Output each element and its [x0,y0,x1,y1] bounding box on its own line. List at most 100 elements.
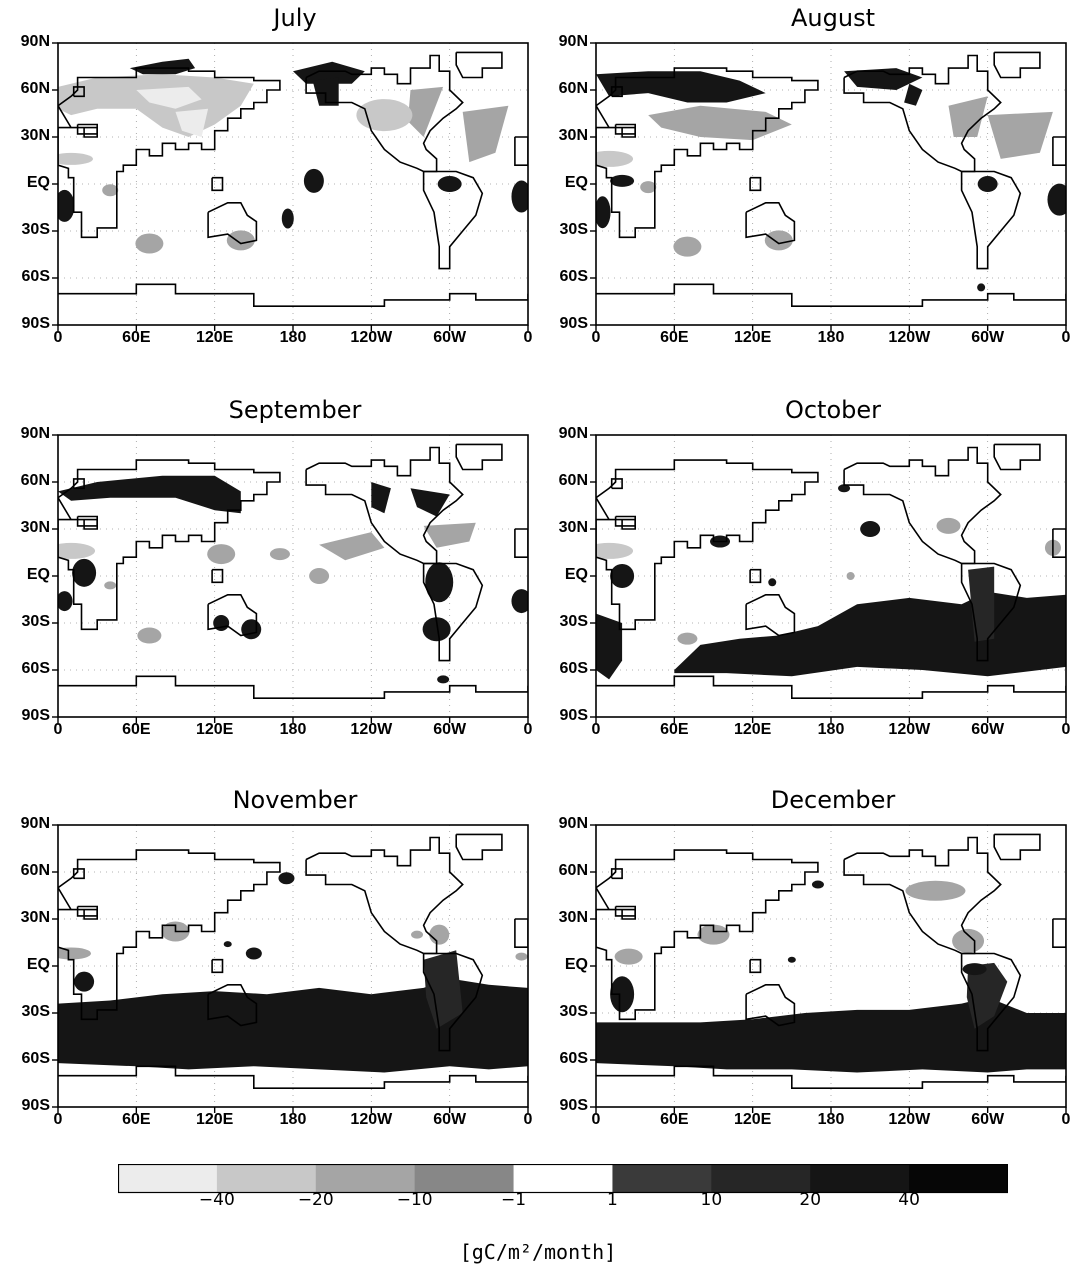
flux-patch [977,176,998,192]
flux-patch [1047,183,1066,216]
flux-patch [245,947,262,960]
flux-patch [58,947,92,960]
coastline [305,446,464,565]
x-tick-label: 60W [971,329,1005,346]
coastline [749,568,762,584]
coastline [422,562,484,662]
flux-patch [846,572,855,580]
flux-patch [102,184,119,197]
colorbar-units-label: [gC/m²/month] [459,1240,617,1264]
coastline [596,459,819,631]
y-tick-label: 60N [558,80,588,97]
coastlines [58,443,528,700]
coastline [76,515,99,527]
y-tick-label: 30S [21,221,50,238]
y-tick-label: 60S [21,268,50,285]
colorbar-swatch [414,1164,515,1193]
flux-patch [356,99,413,132]
flux-patch [269,548,290,561]
flux-region [904,83,923,106]
y-tick-label: 60N [20,472,50,489]
flux-patch [281,208,294,229]
y-tick-label: 90N [558,815,588,832]
x-tick-label: 60W [433,329,467,346]
y-tick-label: 60S [559,660,588,677]
coastline [58,283,528,308]
flux-patch [768,578,777,587]
colorbar-tick-label: −40 [198,1190,235,1210]
x-tick-label: 180 [817,329,845,346]
axis-ticks [52,434,529,723]
flux-region [423,522,476,548]
flux-patch [962,963,987,976]
flux-patch [223,941,232,948]
y-tick-label: 30S [559,221,588,238]
coastline [422,170,484,270]
coastlines [596,443,1066,700]
axis-ticks [590,434,1067,723]
coastline [960,952,1022,1052]
y-tick-label: 30S [21,1003,50,1020]
coastline [596,849,819,1021]
x-tick-label: 60E [122,1111,151,1128]
map-panel-august: August 90N 60N 30N EQ 30S 60S 90S 0 60E 120E 180 12… [538,0,1073,390]
flux-region [312,77,339,106]
y-tick-label: 90N [20,33,50,50]
coastline [596,67,819,239]
flux-region [175,108,209,137]
x-tick-label: 0 [1061,1111,1071,1128]
colorbar-swatch [315,1164,416,1193]
y-tick-label: 90S [21,315,50,332]
x-tick-label: 0 [591,1111,601,1128]
flux-patch [515,952,528,961]
map-panel-october: October 90N 60N 30N EQ 30S 60S 90S 0 60E 120E 180 1… [538,392,1073,782]
y-tick-label: 90S [559,315,588,332]
x-tick-label: 120E [733,329,772,346]
x-tick-label: 120W [350,721,393,738]
colorbar-swatch [612,1164,712,1193]
y-tick-label: 90S [559,1097,588,1114]
y-tick-label: 90N [20,425,50,442]
coastline [514,136,528,166]
flux-patch [952,928,985,953]
coastline [211,176,224,192]
coastline [1052,918,1066,948]
colorbar-swatch [216,1164,317,1193]
x-tick-label: 180 [817,1111,845,1128]
coastline [211,568,224,584]
y-tick-label: 60N [20,80,50,97]
map-panel-december: December 90N 60N 30N EQ 30S 60S 90S 0 60E 120E 180… [538,782,1073,1172]
flux-patch [610,174,635,187]
x-tick-label: 120E [195,721,234,738]
map-plot [52,42,529,331]
y-tick-label: EQ [564,956,588,973]
y-tick-label: 30N [558,909,588,926]
flux-patch [207,544,236,565]
map-panel-november: November 90N 60N 30N EQ 30S 60S 90S 0 60E 120E 180… [0,782,535,1172]
map-plot [590,824,1067,1113]
flux-patch [437,675,450,684]
map-plot [590,434,1067,723]
y-tick-label: 30N [558,127,588,144]
coastline [610,478,623,490]
x-tick-label: 0 [1061,721,1071,738]
coastline [614,123,637,135]
flux-patch [596,150,634,167]
coastline [1052,136,1066,166]
flux-patch [135,233,164,254]
coastline [745,594,796,637]
flux-region [596,71,766,103]
coastline [455,443,503,471]
flux-patch [596,196,611,229]
coastline [76,123,99,135]
x-tick-label: 180 [279,329,307,346]
flux-patch [936,517,961,534]
coastline [207,202,258,245]
flux-region [293,61,365,84]
coastline [305,836,464,955]
coastline [58,849,281,1021]
coastline [58,67,281,239]
flux-patch [58,591,73,612]
panel-title: July [273,4,317,32]
y-tick-label: EQ [564,174,588,191]
